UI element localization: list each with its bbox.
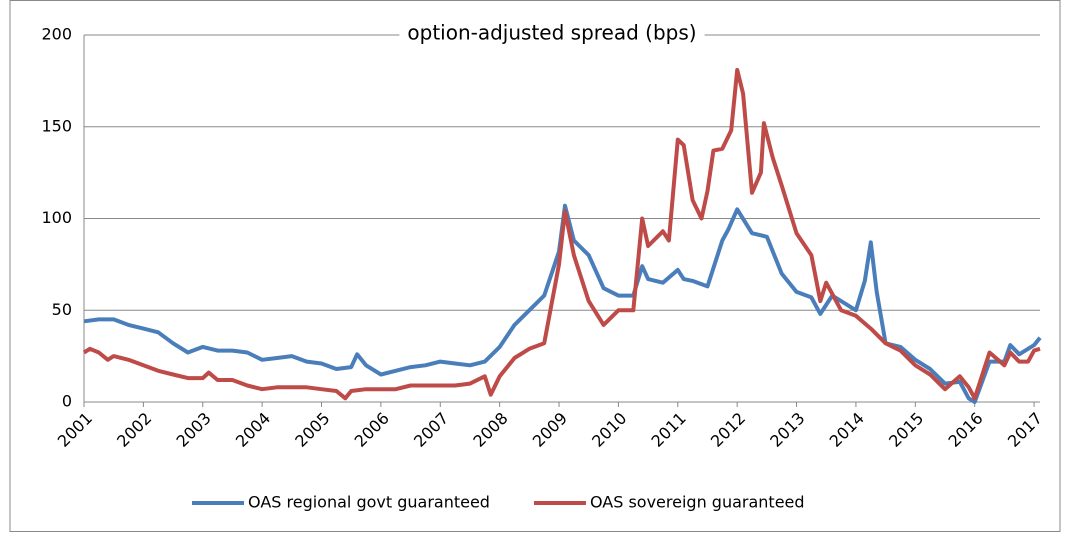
y-tick-label: 100 — [41, 208, 72, 227]
legend-label: OAS sovereign guaranteed — [590, 493, 805, 512]
y-tick-label: 50 — [52, 300, 72, 319]
y-tick-label: 200 — [41, 25, 72, 44]
y-tick-label: 150 — [41, 116, 72, 135]
y-tick-label: 0 — [62, 392, 72, 411]
frame — [9, 0, 1061, 532]
chart-title: option-adjusted spread (bps) — [407, 21, 696, 45]
series-line — [83, 203, 1042, 404]
series-line — [82, 67, 1041, 401]
legend-label: OAS regional govt guaranteed — [248, 493, 490, 512]
title-background — [399, 20, 705, 45]
